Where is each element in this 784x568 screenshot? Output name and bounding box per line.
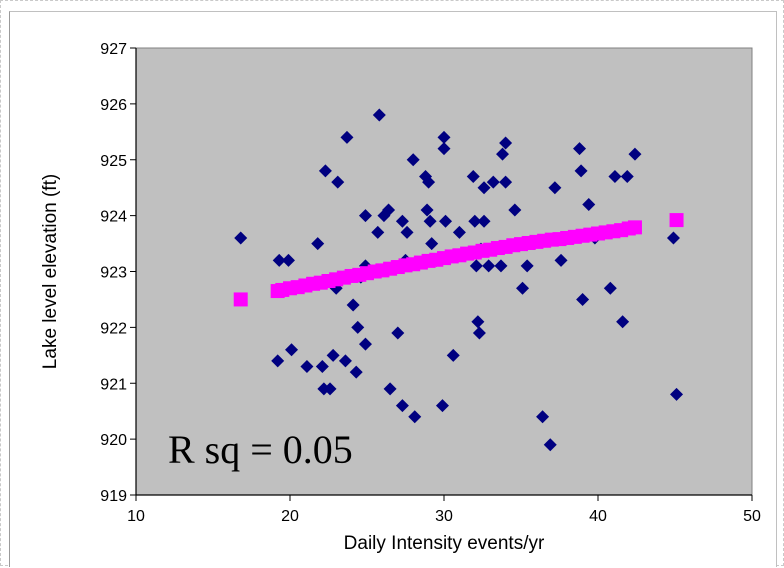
data-point-diamond [423, 214, 437, 228]
data-point-diamond [349, 365, 363, 379]
data-point-square [233, 292, 248, 307]
data-point-diamond [420, 203, 434, 217]
data-point-diamond [358, 337, 372, 351]
data-point-diamond [439, 214, 453, 228]
data-point-diamond [554, 253, 568, 267]
data-point-diamond [435, 399, 449, 413]
data-point-diamond [408, 410, 422, 424]
x-tick-label: 30 [435, 508, 453, 525]
data-point-diamond [425, 237, 439, 251]
data-point-diamond [616, 315, 630, 329]
x-tick-label: 40 [589, 508, 607, 525]
data-point-diamond [666, 231, 680, 245]
data-point-diamond [437, 130, 451, 144]
data-point-diamond [608, 170, 622, 184]
y-tick-label: 923 [100, 265, 127, 282]
data-point-diamond [323, 382, 337, 396]
data-point-diamond [338, 354, 352, 368]
data-point-diamond [477, 214, 491, 228]
x-axis-title: Daily Intensity events/yr [344, 533, 545, 554]
data-point-diamond [315, 359, 329, 373]
data-point-diamond [582, 197, 596, 211]
data-point-diamond [371, 225, 385, 239]
data-point-square [669, 213, 684, 228]
data-point-diamond [346, 298, 360, 312]
r-squared-annotation: R sq = 0.05 [168, 427, 353, 472]
x-tick-label: 20 [281, 508, 299, 525]
data-point-diamond [391, 326, 405, 340]
y-tick-label: 919 [100, 488, 127, 505]
scatter-chart: 919 920 921 922 923 924 925 926 927 10 20 30 40 50 Dai… [40, 41, 761, 554]
data-point-diamond [446, 348, 460, 362]
data-point-diamond [472, 326, 486, 340]
data-point-diamond [466, 170, 480, 184]
data-point-diamond [437, 142, 451, 156]
y-axis-title: Lake level elevation (ft) [40, 174, 61, 369]
data-point-diamond [272, 253, 286, 267]
data-point-diamond [400, 225, 414, 239]
data-point-diamond [471, 315, 485, 329]
data-point-diamond [516, 281, 530, 295]
data-point-diamond [468, 214, 482, 228]
data-point-diamond [311, 237, 325, 251]
data-point-square [627, 220, 642, 235]
data-point-diamond [395, 399, 409, 413]
data-point-diamond [548, 181, 562, 195]
data-point-diamond [331, 175, 345, 189]
data-point-diamond [271, 354, 285, 368]
data-point-diamond [543, 438, 557, 452]
y-tick-label: 920 [100, 432, 127, 449]
data-point-diamond [574, 164, 588, 178]
data-point-diamond [486, 175, 500, 189]
chart-area: 919 920 921 922 923 924 925 926 927 10 20 30 40 50 Dai… [9, 11, 777, 567]
x-tick-label: 10 [127, 508, 145, 525]
data-point-diamond [603, 281, 617, 295]
y-tick-label: 922 [100, 320, 127, 337]
data-point-diamond [281, 253, 295, 267]
data-point-diamond [351, 320, 365, 334]
data-point-diamond [494, 259, 508, 273]
data-point-diamond [499, 175, 513, 189]
data-point-diamond [395, 214, 409, 228]
data-point-diamond [406, 153, 420, 167]
y-tick-label: 925 [100, 153, 127, 170]
data-point-diamond [520, 259, 534, 273]
x-tick-label: 50 [743, 508, 761, 525]
data-point-diamond [300, 359, 314, 373]
data-point-diamond [482, 259, 496, 273]
data-point-diamond [536, 410, 550, 424]
y-tick-label: 924 [100, 209, 127, 226]
data-point-diamond [452, 225, 466, 239]
data-point-diamond [670, 387, 684, 401]
data-point-diamond [499, 136, 513, 150]
data-point-diamond [326, 348, 340, 362]
data-point-diamond [422, 175, 436, 189]
data-point-diamond [576, 292, 590, 306]
data-point-diamond [628, 147, 642, 161]
data-point-diamond [318, 164, 332, 178]
data-point-diamond [496, 147, 510, 161]
data-point-diamond [573, 142, 587, 156]
data-point-diamond [340, 130, 354, 144]
plot-area [135, 47, 753, 496]
data-point-diamond [234, 231, 248, 245]
y-tick-label: 921 [100, 376, 127, 393]
data-point-diamond [382, 203, 396, 217]
data-point-diamond [285, 343, 299, 357]
data-point-diamond [508, 203, 522, 217]
data-point-diamond [372, 108, 386, 122]
data-point-diamond [620, 170, 634, 184]
y-tick-label: 927 [100, 41, 127, 58]
y-tick-label: 926 [100, 97, 127, 114]
data-point-diamond [477, 181, 491, 195]
data-point-diamond [469, 259, 483, 273]
data-point-diamond [358, 209, 372, 223]
data-point-diamond [383, 382, 397, 396]
